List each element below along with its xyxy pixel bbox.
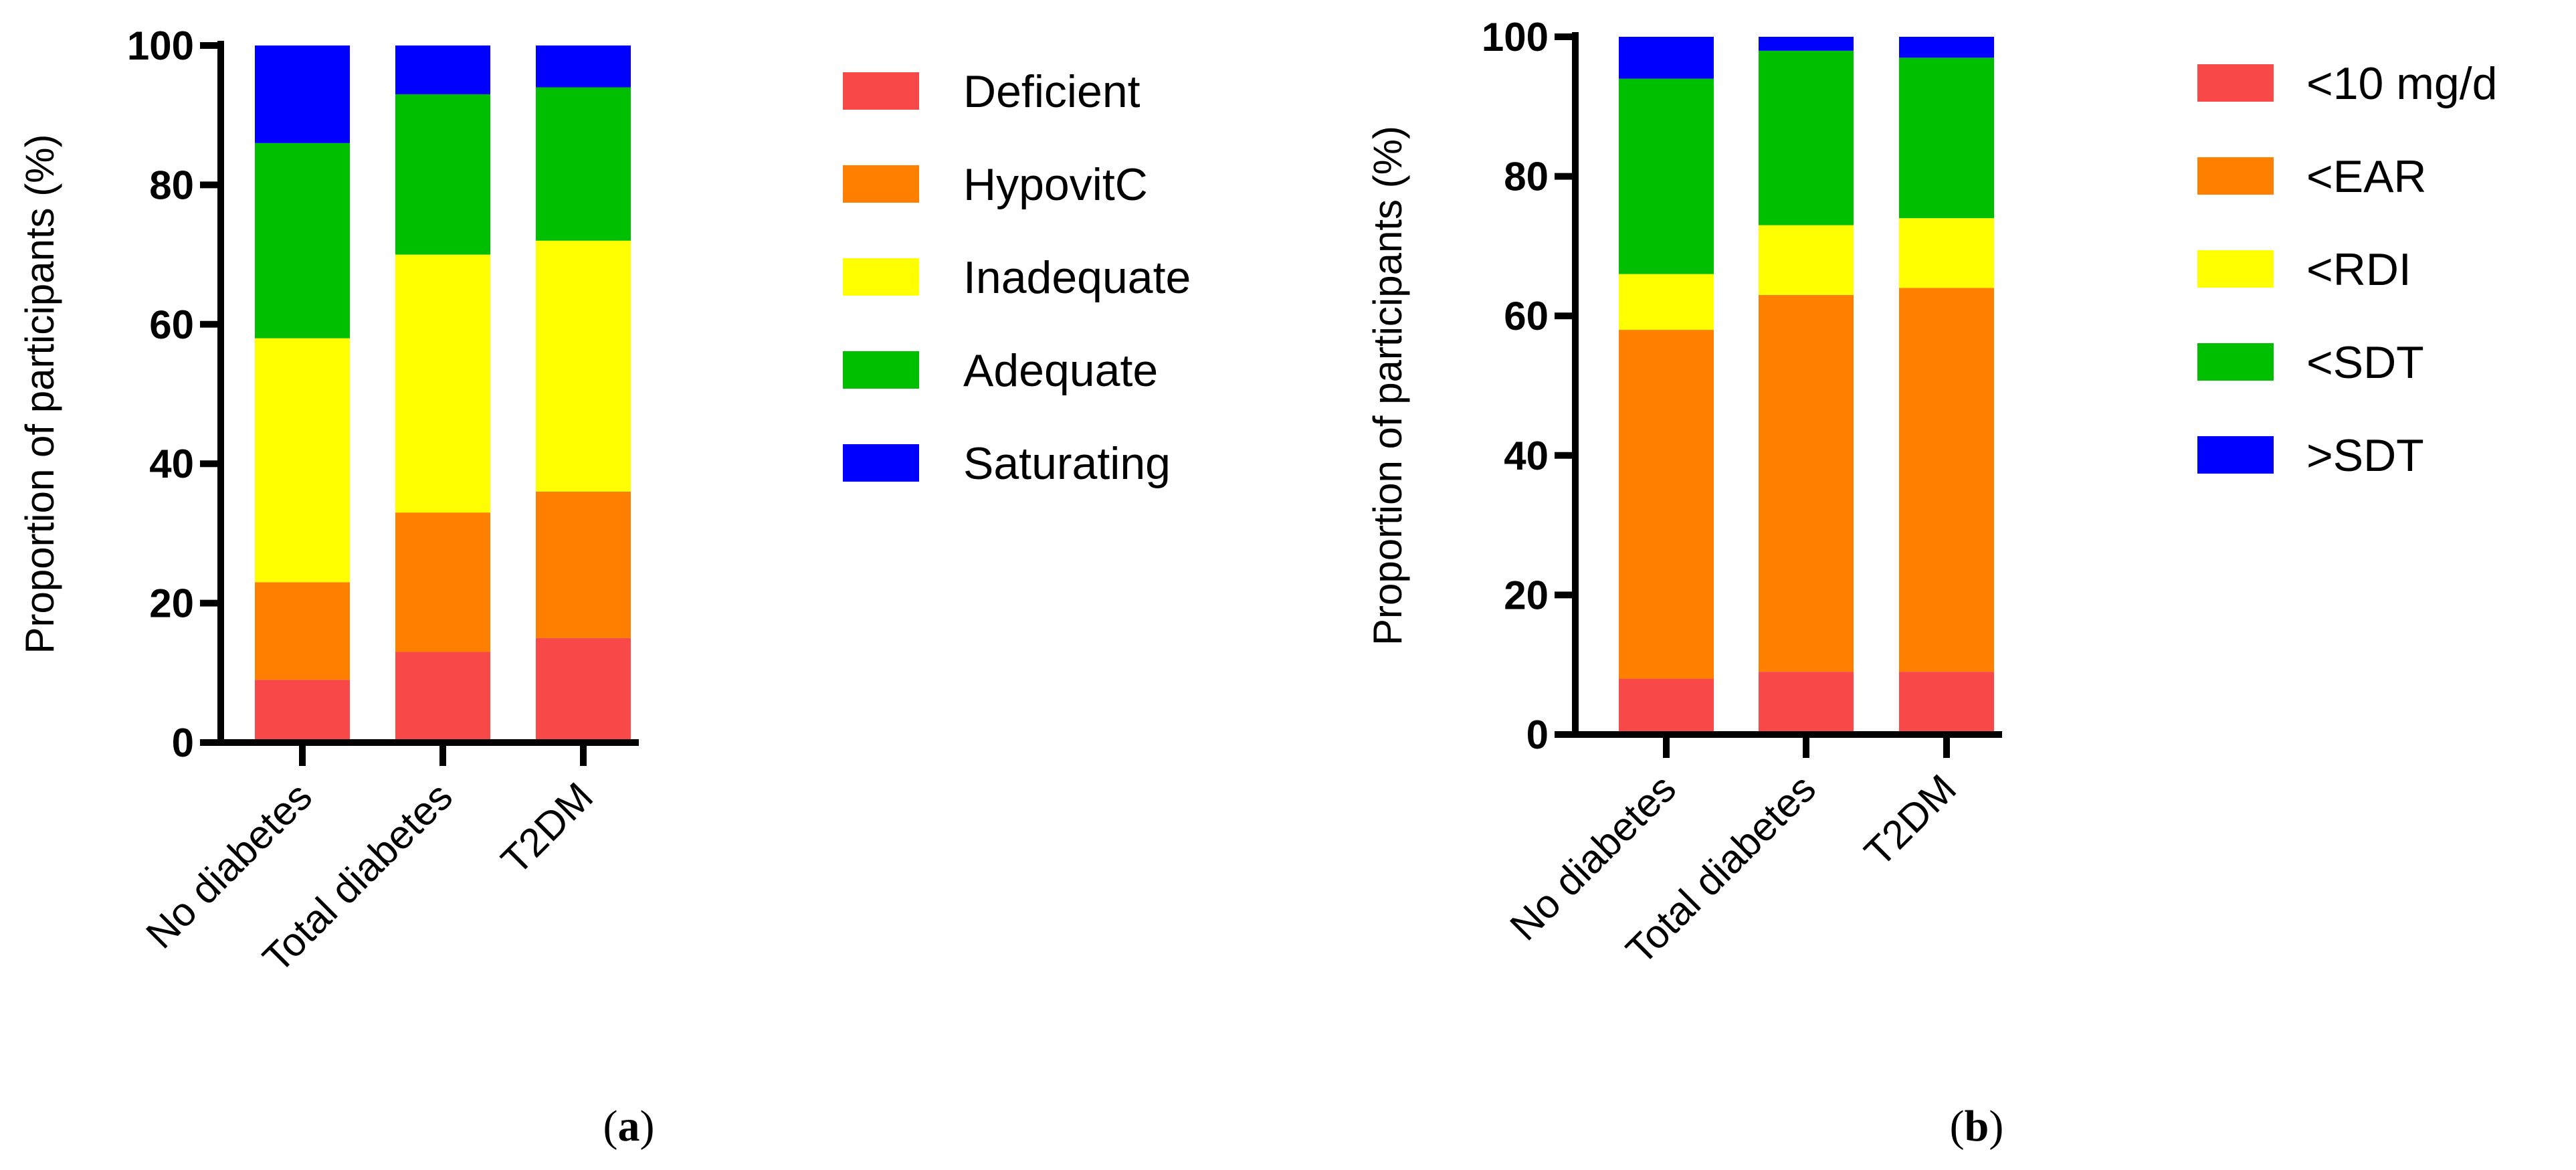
bar-b-0-0 (1619, 678, 1714, 735)
bar-b-2-4 (1899, 37, 1994, 58)
bar-b-1-1 (1759, 294, 1854, 672)
y-tick-label: 40 (1504, 433, 1549, 478)
panel-label: (b) (1950, 1102, 2004, 1151)
bar-a-0-3 (255, 142, 350, 338)
y-tick-label: 60 (149, 302, 194, 347)
bar-a-1-0 (395, 652, 490, 743)
legend-swatch (2197, 343, 2274, 381)
bar-b-2-2 (1899, 218, 1994, 288)
legend-label: Deficient (963, 66, 1141, 117)
bar-a-0-2 (255, 338, 350, 583)
y-tick-label: 20 (149, 581, 194, 626)
y-tick-label: 0 (172, 720, 194, 765)
legend-label: <EAR (2306, 151, 2427, 202)
bar-a-0-0 (255, 680, 350, 743)
legend-swatch (2197, 64, 2274, 102)
legend-swatch (843, 444, 919, 482)
y-tick-label: 100 (1482, 15, 1549, 60)
bar-a-0-4 (255, 45, 350, 143)
y-tick-label: 0 (1526, 712, 1549, 757)
x-category-label: T2DM (1856, 766, 1965, 875)
bar-a-2-3 (536, 87, 631, 241)
legend-label: Inadequate (963, 252, 1191, 303)
bar-a-1-4 (395, 45, 490, 94)
legend-label: <SDT (2306, 337, 2424, 388)
bar-b-0-4 (1619, 37, 1714, 79)
y-tick-label: 60 (1504, 294, 1549, 338)
bar-a-2-0 (536, 638, 631, 743)
y-tick-label: 40 (149, 442, 194, 486)
bar-b-1-4 (1759, 37, 1854, 51)
y-tick-label: 100 (127, 23, 194, 68)
bar-b-2-0 (1899, 672, 1994, 735)
x-category-label: T2DM (492, 774, 601, 883)
legend-swatch (2197, 250, 2274, 288)
y-tick-label: 20 (1504, 573, 1549, 617)
legend-swatch (843, 72, 919, 110)
bar-a-1-2 (395, 254, 490, 513)
bar-b-2-3 (1899, 58, 1994, 219)
bar-a-2-1 (536, 491, 631, 638)
legend-swatch (2197, 436, 2274, 474)
bar-b-1-2 (1759, 225, 1854, 295)
y-tick-label: 80 (149, 163, 194, 207)
bar-a-0-1 (255, 582, 350, 680)
legend-swatch (843, 258, 919, 296)
legend-label: >SDT (2306, 430, 2424, 481)
bar-b-0-1 (1619, 330, 1714, 679)
legend-swatch (843, 351, 919, 389)
bar-a-2-2 (536, 240, 631, 492)
legend-label: Saturating (963, 438, 1171, 489)
panel-label: (a) (603, 1102, 655, 1151)
y-axis-title: Proportion of participants (%) (17, 134, 62, 654)
bar-b-0-2 (1619, 274, 1714, 330)
legend-label: <10 mg/d (2306, 58, 2497, 109)
bar-b-1-3 (1759, 50, 1854, 225)
bar-a-2-4 (536, 45, 631, 88)
bar-a-1-1 (395, 512, 490, 652)
y-tick-label: 80 (1504, 155, 1549, 199)
legend-swatch (843, 165, 919, 203)
legend-label: HypovitC (963, 159, 1148, 210)
bar-b-0-3 (1619, 78, 1714, 274)
legend-swatch (2197, 157, 2274, 195)
bar-a-1-3 (395, 94, 490, 255)
bar-b-2-1 (1899, 288, 1994, 672)
legend-label: <RDI (2306, 244, 2411, 295)
legend-label: Adequate (963, 345, 1158, 396)
y-axis-title: Proportion of participants (%) (1365, 126, 1410, 646)
bar-b-1-0 (1759, 672, 1854, 735)
